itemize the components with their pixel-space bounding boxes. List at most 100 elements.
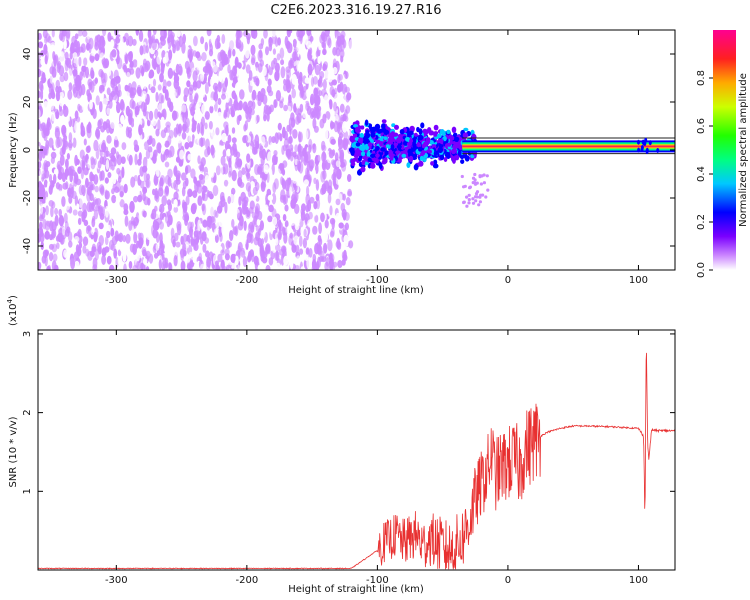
heat-speckle [129,62,134,71]
heat-speckle [324,30,330,37]
heat-speckle [193,35,198,47]
heat-speckle [51,110,56,122]
heat-speckle [248,221,254,231]
heat-speckle [223,179,229,187]
heat-speckle [154,108,159,120]
heat-blob [451,147,457,154]
heat-speckle [188,141,194,148]
heat-speckle [121,142,127,151]
heat-speckle [61,172,66,183]
heat-speckle [206,215,213,223]
heat-speckle [63,104,67,111]
heat-speckle [89,193,94,202]
heat-blob [390,144,395,150]
heat-speckle [177,124,182,137]
heat-speckle [74,33,79,40]
heat-speckle [98,84,104,94]
heat-speckle [129,200,135,213]
heat-blob [395,150,401,155]
heat-speckle [83,219,89,227]
heat-speckle [202,219,208,228]
heat-speckle [65,30,71,39]
heat-speckle [196,59,202,71]
heat-blob [416,142,421,148]
heat-speckle [318,194,324,201]
heat-speckle [38,41,44,49]
heat-speckle [282,226,286,236]
heat-speckle [155,221,160,231]
heat-speckle [218,216,224,228]
heat-blob [388,149,393,156]
heat-speckle [221,34,226,44]
heat-speckle [255,106,260,116]
heat-speckle [54,214,59,227]
heat-speckle [320,212,325,223]
heat-speckle [52,253,58,262]
heat-speckle [201,203,205,212]
heat-speckle [153,58,157,71]
heat-speckle [127,172,131,185]
heat-speckle [284,179,290,192]
heat-speckle [275,262,281,270]
heat-blob [452,144,458,150]
heat-speckle [210,34,215,44]
heat-speckle [195,103,200,113]
heat-speckle [63,71,69,82]
heat-speckle [162,167,167,175]
heat-speckle [256,114,260,123]
heat-speckle [178,160,184,167]
heat-speckle [148,189,153,198]
heat-speckle [167,36,171,44]
heat-speckle [180,235,184,245]
heat-speckle [297,212,301,224]
heat-speckle [142,156,148,169]
heat-speckle [311,169,316,176]
heat-speckle [237,221,244,231]
heat-blob [446,142,452,147]
heat-speckle [269,104,275,113]
heat-speckle [327,239,333,252]
heat-speckle [133,118,138,128]
heat-speckle [200,263,205,270]
heat-speckle [220,119,225,131]
heat-speckle [77,166,82,174]
heat-speckle [252,146,258,155]
heat-speckle [217,52,222,62]
heat-speckle [64,228,70,237]
heat-speckle [341,241,345,253]
heat-speckle [231,169,237,182]
x-tick-label: -300 [105,275,128,286]
heat-speckle [322,113,327,124]
heat-blob [463,154,468,159]
heat-speckle [55,90,61,102]
heat-speckle [182,249,187,257]
heat-blob [458,139,462,146]
heat-speckle [94,77,99,84]
heat-speckle [168,262,172,270]
heat-speckle [141,101,146,113]
heat-speckle [226,148,232,157]
heat-speckle [231,137,237,144]
heat-speckle [304,77,311,84]
heat-speckle [82,261,88,270]
heat-blob [387,137,392,143]
heat-speckle [43,179,48,188]
heat-speckle [321,256,327,263]
heat-speckle [213,209,217,218]
heat-speckle [49,180,54,191]
heat-speckle [116,140,120,148]
heat-speckle [249,249,254,258]
heat-speckle [146,233,152,241]
heat-speckle [101,247,107,257]
heat-speckle [244,49,250,59]
heat-speckle [51,30,55,38]
heat-speckle [83,167,89,176]
heat-blob [382,158,388,164]
heat-speckle [284,116,289,124]
heat-speckle [220,155,226,166]
heat-speckle [142,186,147,194]
heat-speckle [180,260,186,270]
heat-speckle [137,194,143,203]
heat-speckle [229,69,234,81]
heat-speckle [97,244,102,255]
